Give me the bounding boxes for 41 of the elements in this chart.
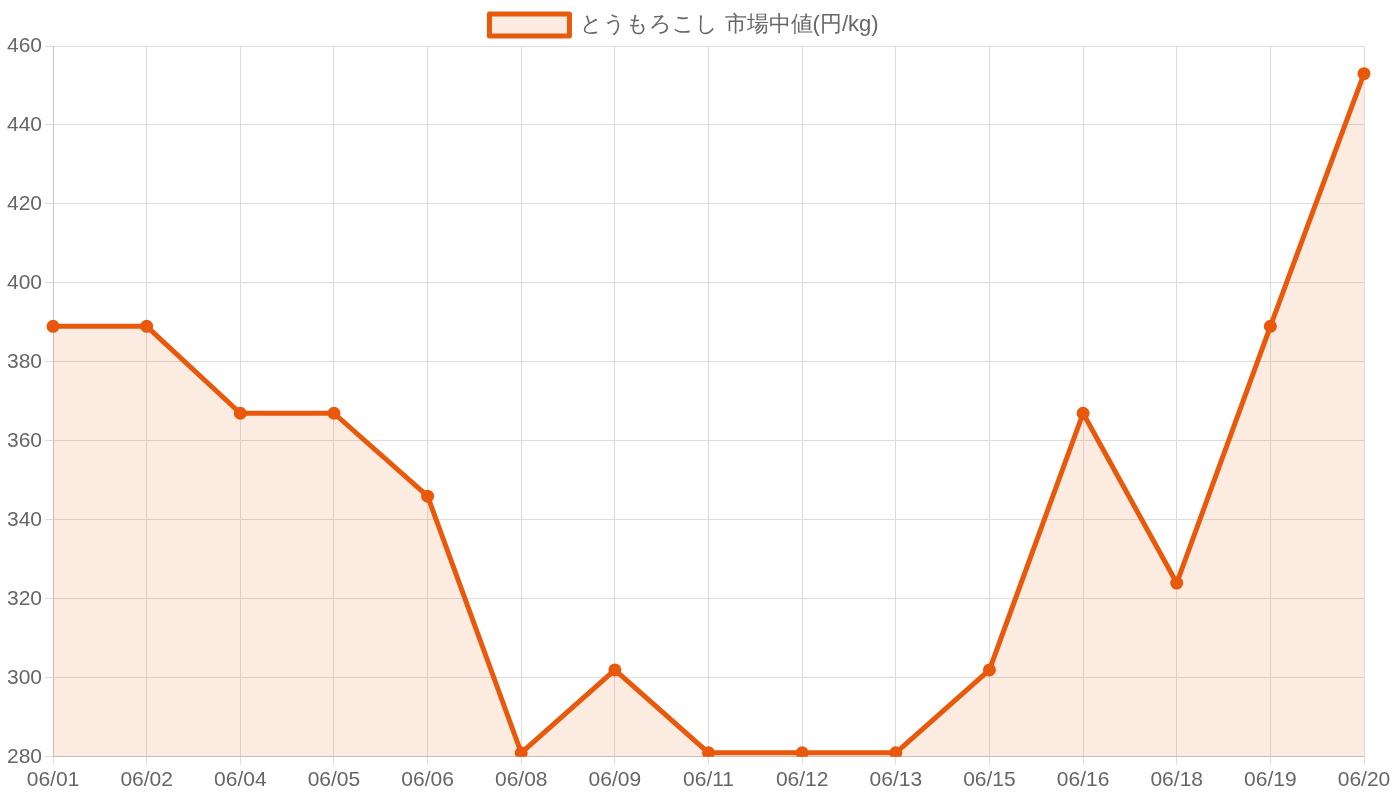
x-tick-label: 06/12: [775, 767, 829, 791]
y-tick-label: 360: [6, 427, 43, 451]
point: [514, 746, 528, 757]
point: [1263, 319, 1277, 333]
x-tick-label: 06/05: [307, 767, 361, 791]
y-tick-label: 320: [6, 585, 43, 609]
point: [327, 406, 341, 420]
y-tick-label: 280: [6, 743, 43, 767]
legend-label: とうもろこし 市場中値(円/kg): [580, 11, 879, 37]
y-tick-label: 440: [6, 111, 43, 135]
x-tick-label: 06/09: [588, 767, 642, 791]
point: [795, 746, 809, 757]
point: [889, 746, 903, 757]
x-tick-label: 06/01: [26, 767, 80, 791]
y-tick-label: 380: [6, 348, 43, 372]
y-tick-label: 460: [6, 32, 43, 56]
point: [140, 319, 154, 333]
point: [1170, 576, 1184, 590]
point: [608, 663, 622, 677]
x-tick-label: 06/06: [401, 767, 454, 791]
x-tick-label: 06/11: [683, 767, 735, 791]
y-tick-label: 300: [6, 664, 43, 688]
point: [982, 663, 996, 677]
x-tick-label: 06/15: [963, 767, 1016, 791]
x-tick-label: 06/04: [214, 767, 267, 791]
point: [46, 319, 60, 333]
x-tick-label: 06/16: [1056, 767, 1110, 791]
point: [1076, 406, 1090, 420]
x-tick-label: 06/18: [1150, 767, 1203, 791]
x-tick-label: 06/19: [1244, 767, 1297, 791]
point: [1357, 67, 1371, 81]
y-tick-label: 340: [6, 506, 43, 530]
point: [421, 489, 435, 503]
x-tick-label: 06/20: [1337, 767, 1391, 791]
y-tick-label: 420: [6, 190, 43, 214]
x-tick-label: 06/13: [869, 767, 923, 791]
y-tick-label: 400: [6, 269, 43, 293]
point: [702, 746, 716, 757]
point: [233, 406, 247, 420]
x-tick-label: 06/02: [120, 767, 173, 791]
x-tick-label: 06/08: [494, 767, 548, 791]
